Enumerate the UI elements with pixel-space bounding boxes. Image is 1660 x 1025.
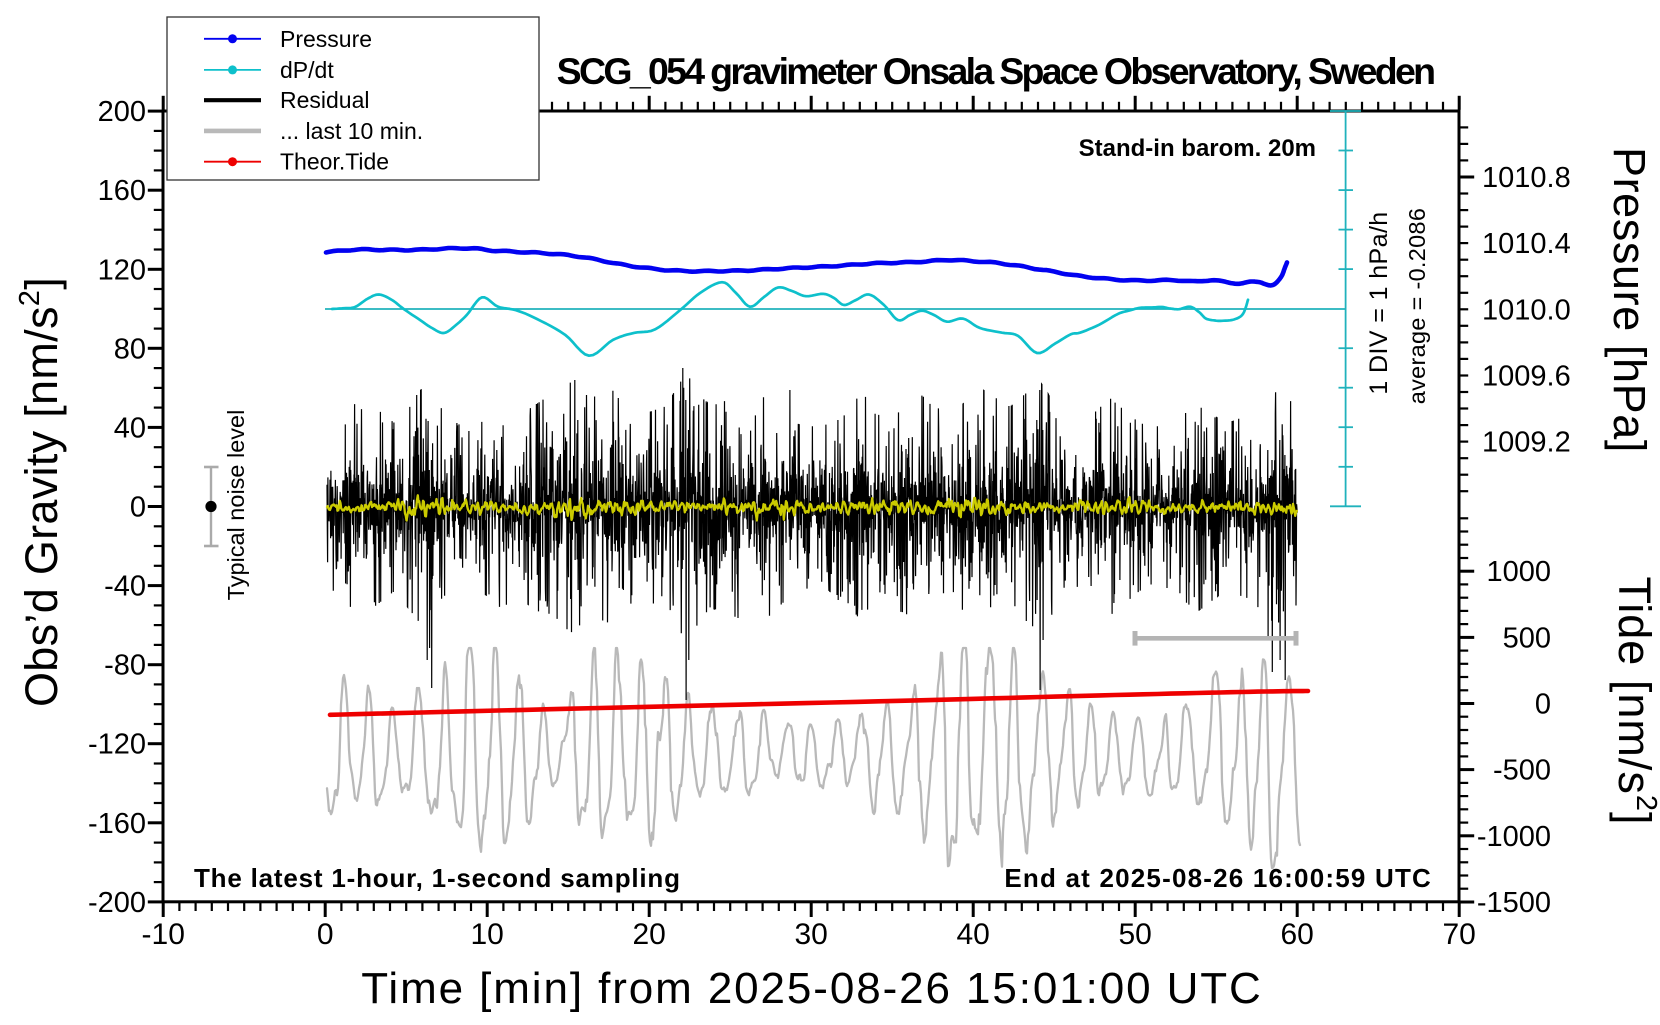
- svg-text:70: 70: [1443, 918, 1476, 951]
- svg-text:-200: -200: [88, 887, 146, 919]
- svg-text:-160: -160: [88, 808, 146, 840]
- svg-text:0: 0: [130, 492, 146, 524]
- svg-text:1009.2: 1009.2: [1482, 427, 1571, 459]
- svg-text:10: 10: [471, 918, 504, 951]
- svg-text:-40: -40: [104, 571, 146, 603]
- svg-text:-500: -500: [1493, 755, 1551, 787]
- svg-text:1010.4: 1010.4: [1482, 228, 1571, 260]
- svg-text:1000: 1000: [1486, 556, 1551, 588]
- svg-text:Typical noise level: Typical noise level: [223, 410, 249, 601]
- svg-text:1010.8: 1010.8: [1482, 162, 1571, 194]
- svg-text:SCG_054 gravimeter Onsala Spac: SCG_054 gravimeter Onsala Space Observat…: [557, 50, 1434, 92]
- svg-text:-80: -80: [104, 650, 146, 682]
- svg-text:200: 200: [98, 96, 146, 128]
- svg-text:The latest 1-hour, 1-second sa: The latest 1-hour, 1-second sampling: [194, 863, 681, 893]
- svg-text:End at 2025-08-26 16:00:59 UTC: End at 2025-08-26 16:00:59 UTC: [1004, 863, 1432, 893]
- svg-text:dP/dt: dP/dt: [280, 57, 334, 83]
- svg-text:0: 0: [317, 918, 334, 951]
- svg-text:-120: -120: [88, 729, 146, 761]
- svg-text:Pressure [hPa]: Pressure [hPa]: [1604, 147, 1655, 453]
- svg-text:40: 40: [957, 918, 990, 951]
- svg-text:Theor.Tide: Theor.Tide: [280, 149, 389, 175]
- svg-text:... last 10 min.: ... last 10 min.: [280, 118, 423, 144]
- svg-text:Pressure: Pressure: [280, 26, 372, 52]
- svg-text:Tide [nm/s2]: Tide [nm/s2]: [1609, 576, 1660, 825]
- svg-text:Time [min] from 2025-08-26 15:: Time [min] from 2025-08-26 15:01:00 UTC: [361, 964, 1263, 1013]
- svg-text:20: 20: [633, 918, 666, 951]
- svg-text:50: 50: [1119, 918, 1152, 951]
- svg-text:120: 120: [98, 254, 146, 286]
- svg-text:1010.0: 1010.0: [1482, 294, 1571, 326]
- svg-text:0: 0: [1535, 689, 1551, 721]
- svg-text:1009.6: 1009.6: [1482, 360, 1571, 392]
- svg-text:500: 500: [1503, 622, 1551, 654]
- svg-text:30: 30: [795, 918, 828, 951]
- svg-text:-1500: -1500: [1477, 887, 1551, 919]
- svg-text:40: 40: [114, 412, 146, 444]
- svg-text:Stand-in barom. 20m: Stand-in barom. 20m: [1079, 135, 1316, 162]
- svg-text:-10: -10: [142, 918, 185, 951]
- svg-text:Residual: Residual: [280, 87, 370, 113]
- svg-text:average = -0.2086: average = -0.2086: [1404, 208, 1430, 405]
- svg-text:160: 160: [98, 175, 146, 207]
- svg-text:Obs’d Gravity [nm/s2]: Obs’d Gravity [nm/s2]: [14, 277, 67, 707]
- svg-text:60: 60: [1281, 918, 1314, 951]
- svg-text:1 DIV = 1 hPa/h: 1 DIV = 1 hPa/h: [1365, 211, 1393, 394]
- svg-text:80: 80: [114, 333, 146, 365]
- svg-text:-1000: -1000: [1477, 821, 1551, 853]
